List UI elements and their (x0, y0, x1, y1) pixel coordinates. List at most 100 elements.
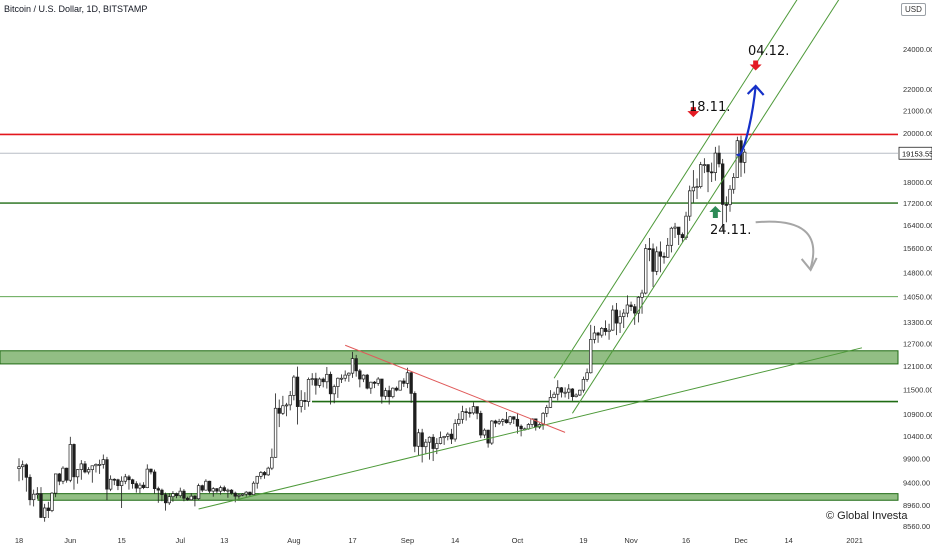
candle-body (563, 391, 567, 394)
candle (515, 412, 520, 434)
candle (695, 178, 699, 200)
candle (321, 377, 325, 388)
candle (270, 448, 274, 471)
candle (446, 432, 450, 441)
time-tick-label: Dec (734, 536, 748, 545)
candle-body (24, 464, 28, 478)
candle (215, 488, 219, 494)
candle (295, 366, 300, 425)
candle (174, 492, 179, 499)
candle (677, 226, 681, 245)
candle (398, 380, 402, 391)
time-tick-label: 17 (348, 536, 356, 545)
candle (376, 377, 380, 386)
axes-layer: 24000.00 22000.00 21000.00 20000.00 18000.00… (15, 6, 932, 545)
candle-body (259, 472, 263, 477)
candle (303, 392, 307, 410)
candle (658, 241, 663, 273)
candle-body (394, 387, 399, 391)
candle-body (625, 304, 630, 314)
candle-body (600, 328, 604, 336)
candle (504, 412, 509, 424)
candle-body (614, 309, 619, 324)
candle (328, 371, 333, 405)
candle (405, 367, 410, 389)
candle (442, 435, 446, 445)
candle-body (43, 507, 47, 518)
candle (171, 491, 175, 502)
candle-body (284, 404, 289, 407)
candle (647, 237, 652, 262)
candle-body (585, 372, 589, 380)
candle (369, 381, 373, 394)
candle-body (387, 390, 391, 398)
candle-body (207, 480, 212, 492)
candle (508, 415, 512, 425)
candle (383, 387, 388, 400)
candle (145, 464, 149, 489)
candle-body (376, 378, 380, 384)
candle-body (79, 463, 83, 470)
candle (431, 434, 435, 462)
candle (468, 407, 472, 418)
candle (688, 185, 692, 221)
candle-body (64, 467, 69, 481)
candle (589, 324, 593, 374)
time-tick-label: Oct (512, 536, 525, 545)
current-price-tag (898, 146, 932, 160)
candle (710, 162, 714, 183)
candle (350, 351, 355, 378)
candle (105, 456, 109, 501)
time-tick-label: 18 (15, 536, 23, 545)
candle (189, 493, 193, 501)
candle-body (116, 479, 120, 487)
candle-body (702, 164, 707, 166)
candle (90, 465, 94, 483)
candle (325, 366, 329, 389)
candle (112, 478, 116, 486)
candle-body (475, 406, 479, 414)
candle (501, 418, 505, 426)
candle (222, 485, 226, 493)
candle-body (486, 429, 490, 444)
candle (644, 244, 648, 295)
price-tick-label: 14050.00 (903, 293, 932, 302)
candle (86, 467, 91, 475)
price-tick-label: 22000.00 (903, 85, 932, 94)
candle-body (332, 386, 336, 395)
marker-arrow-down (749, 60, 762, 71)
candle-body (193, 495, 197, 500)
price-tick-label: 9900.00 (903, 455, 930, 464)
candle-body (666, 244, 670, 258)
candle (633, 303, 637, 325)
candle-body (68, 444, 72, 481)
candle (743, 148, 747, 174)
candle (347, 372, 351, 382)
time-tick-label: 2021 (846, 536, 863, 545)
candle (640, 289, 644, 314)
candle (721, 158, 725, 231)
candle-body (453, 423, 457, 440)
candle-body (724, 204, 728, 206)
candle (625, 295, 630, 318)
candle (592, 325, 597, 344)
candle-body (292, 376, 296, 396)
candle-body (32, 493, 36, 501)
candle-body (431, 436, 435, 449)
price-tick-label: 16400.00 (903, 221, 932, 230)
time-tick-label: 15 (117, 536, 125, 545)
candle (273, 393, 278, 458)
candle-body (215, 488, 219, 492)
candle-body (229, 489, 234, 494)
candle (317, 377, 322, 388)
candle-body (581, 379, 586, 391)
candle-body (317, 378, 322, 386)
candle-body (519, 425, 523, 430)
candle (552, 391, 556, 399)
candle (314, 372, 318, 395)
candle-body (211, 488, 215, 492)
candle-body (589, 339, 593, 374)
candle-body (424, 441, 428, 448)
currency-badge[interactable]: USD (901, 3, 926, 16)
